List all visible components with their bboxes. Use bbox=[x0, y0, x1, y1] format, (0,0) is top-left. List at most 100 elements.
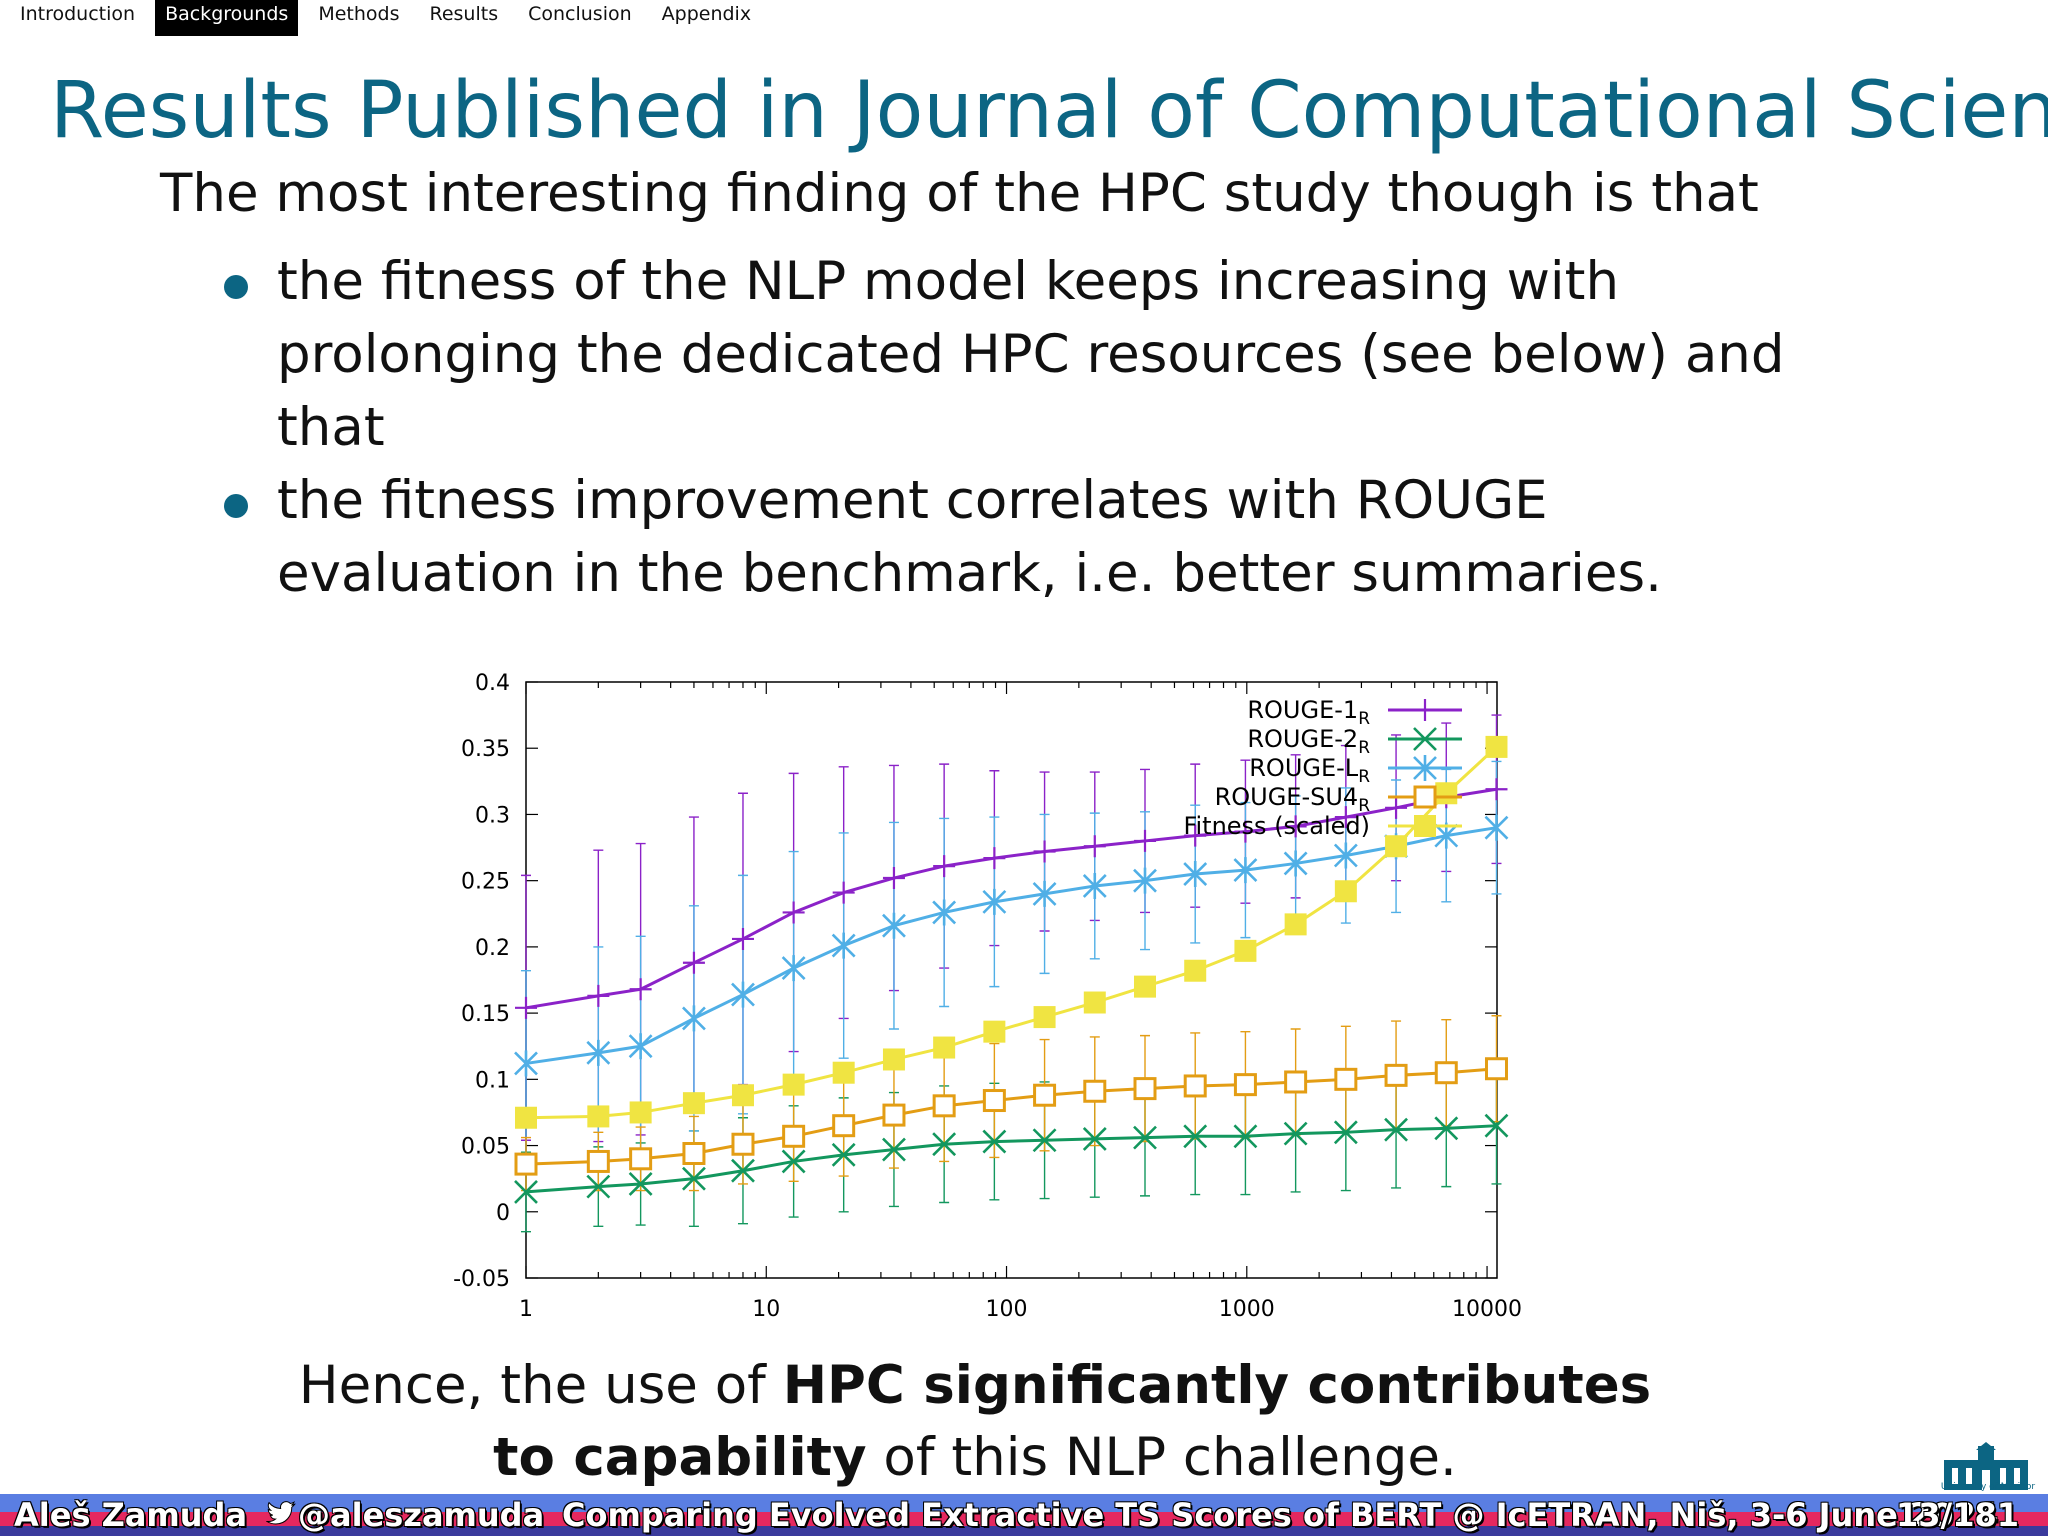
rouge-2-point bbox=[1333, 1120, 1358, 1145]
y-tick-label: 0 bbox=[496, 1201, 510, 1226]
lead-text: The most interesting finding of the HPC … bbox=[160, 163, 1759, 224]
legend-marker-rouge-su4 bbox=[1413, 785, 1437, 809]
rouge-l-point bbox=[1133, 867, 1157, 894]
rouge-2-point bbox=[831, 1142, 856, 1167]
bullet-rouge-correlation: the fitness improvement correlates with … bbox=[220, 464, 1820, 610]
rouge-l-point bbox=[1082, 872, 1107, 899]
logo-caption: University of Maribor bbox=[1940, 1482, 2036, 1492]
rouge-su4-point bbox=[982, 1089, 1006, 1113]
rouge-l-point bbox=[514, 1050, 538, 1077]
rouge-1-point bbox=[1184, 824, 1207, 847]
rouge-l-point bbox=[1183, 861, 1208, 888]
bullet-fitness-increase: the fitness of the NLP model keeps incre… bbox=[220, 245, 1820, 464]
rouge-2-point bbox=[1183, 1124, 1208, 1149]
rouge-2-point bbox=[1484, 1113, 1509, 1138]
y-tick-label: 0.35 bbox=[461, 737, 510, 762]
rouge-su4-point bbox=[1033, 1083, 1057, 1107]
fitness-scaled-point bbox=[832, 1061, 855, 1084]
y-tick-label: 0.15 bbox=[461, 1002, 510, 1027]
legend-marker-rouge-1 bbox=[1414, 699, 1436, 721]
nav-item-results[interactable]: Results bbox=[429, 3, 499, 25]
rouge-l-point bbox=[882, 912, 906, 939]
footer-talk-title: Comparing Evolved Extractive TS Scores o… bbox=[562, 1496, 1999, 1534]
rouge-l-point bbox=[628, 1033, 653, 1060]
rouge-1-point bbox=[682, 951, 705, 974]
fitness-scaled-point bbox=[587, 1105, 610, 1128]
fitness-scaled-point bbox=[1485, 735, 1508, 758]
rouge-1-point bbox=[1485, 778, 1508, 801]
fitness-scaled-point bbox=[1284, 913, 1307, 936]
y-tick-label: 0.25 bbox=[461, 870, 510, 895]
nav-item-backgrounds[interactable]: Backgrounds bbox=[155, 0, 299, 36]
y-tick-label: -0.05 bbox=[453, 1267, 510, 1292]
legend-label-rouge-2: ROUGE-2R bbox=[1247, 725, 1370, 758]
rouge-l-point bbox=[1484, 814, 1509, 841]
legend-label-fitness-scaled: Fitness (scaled) bbox=[1183, 812, 1370, 840]
rouge-fitness-chart: -0.05 0 0.05 0.1 0.15 0.2 0.25 0.3 0.35 0.4 1 10 100… bbox=[453, 671, 1522, 1322]
x-tick-label: 10 bbox=[752, 1297, 780, 1322]
rouge-1-point bbox=[731, 927, 754, 950]
fitness-scaled-point bbox=[782, 1073, 805, 1096]
rouge-1-point bbox=[933, 855, 956, 878]
rouge-su4-point bbox=[1334, 1067, 1358, 1091]
fitness-scaled-point bbox=[983, 1020, 1006, 1043]
x-tick-label: 1 bbox=[519, 1297, 533, 1322]
rouge-su4-point bbox=[932, 1094, 956, 1118]
legend-marker-rouge-l bbox=[1413, 755, 1437, 781]
rouge-2-series-line bbox=[525, 1124, 1497, 1194]
rouge-1-point bbox=[515, 996, 537, 1019]
slide-title: Results Published in Journal of Computat… bbox=[50, 66, 2048, 156]
rouge-l-point bbox=[1333, 842, 1358, 869]
rouge-2-point bbox=[514, 1179, 538, 1204]
nav-item-introduction[interactable]: Introduction bbox=[20, 3, 136, 25]
footer-page-number: 13/181 bbox=[1896, 1496, 2020, 1534]
rouge-1-point bbox=[832, 881, 855, 904]
fitness-scaled-point bbox=[1184, 959, 1207, 982]
rouge-1-point bbox=[1334, 806, 1357, 829]
rouge-su4-point bbox=[731, 1132, 755, 1156]
y-tick-label: 0.1 bbox=[475, 1068, 510, 1093]
fitness-scaled-point bbox=[629, 1101, 652, 1124]
fitness-scaled-point bbox=[882, 1048, 905, 1071]
rouge-1-point bbox=[1284, 815, 1307, 838]
rouge-1-point bbox=[1083, 835, 1106, 858]
rouge-l-point bbox=[982, 888, 1007, 915]
nav-item-conclusion[interactable]: Conclusion bbox=[528, 3, 632, 25]
legend-marker-fitness-scaled bbox=[1414, 815, 1436, 837]
footer-bar: Aleš Zamuda @aleszamuda Comparing Evolve… bbox=[0, 1494, 2048, 1536]
rouge-su4-point bbox=[586, 1149, 610, 1173]
rouge-l-point bbox=[1283, 850, 1308, 877]
conclusion-post: of this NLP challenge. bbox=[866, 1427, 1457, 1488]
section-nav: Introduction Backgrounds Methods Results… bbox=[0, 0, 761, 36]
rouge-l-point bbox=[682, 1005, 706, 1032]
y-tick-label: 0.05 bbox=[461, 1135, 510, 1160]
rouge-l-point bbox=[586, 1039, 611, 1066]
rouge-2-point bbox=[1283, 1121, 1308, 1146]
rouge-2-point bbox=[781, 1149, 806, 1174]
rouge-2-point bbox=[932, 1132, 957, 1157]
rouge-su4-point bbox=[1083, 1079, 1107, 1103]
rouge-2-point bbox=[586, 1174, 611, 1199]
rouge-2-point bbox=[1133, 1125, 1157, 1150]
conclusion-emphasis: HPC significantly contributes to capabil… bbox=[493, 1355, 1652, 1488]
rouge-2-point bbox=[882, 1137, 906, 1162]
x-tick-label: 100 bbox=[986, 1297, 1028, 1322]
rouge-su4-point bbox=[1384, 1063, 1408, 1087]
footer-handle: @aleszamuda bbox=[298, 1496, 545, 1534]
nav-item-appendix[interactable]: Appendix bbox=[661, 3, 752, 25]
rouge-l-point bbox=[1233, 857, 1258, 884]
rouge-2-point bbox=[628, 1172, 653, 1196]
rouge-l-point bbox=[932, 899, 957, 926]
legend-label-rouge-su4: ROUGE-SU4R bbox=[1215, 783, 1371, 816]
rouge-2-point bbox=[1384, 1117, 1408, 1142]
rouge-1-point bbox=[1033, 840, 1056, 863]
legend-marker-rouge-2 bbox=[1413, 727, 1437, 751]
rouge-su4-point bbox=[1484, 1057, 1508, 1081]
nav-item-methods[interactable]: Methods bbox=[318, 3, 400, 25]
rouge-su4-point bbox=[1233, 1073, 1257, 1097]
rouge-2-point bbox=[1233, 1124, 1258, 1149]
rouge-su4-point bbox=[832, 1114, 856, 1138]
rouge-su4-point bbox=[1183, 1074, 1207, 1098]
rouge-1-series-line bbox=[525, 787, 1497, 1010]
bullet-list: the fitness of the NLP model keeps incre… bbox=[220, 245, 1820, 610]
